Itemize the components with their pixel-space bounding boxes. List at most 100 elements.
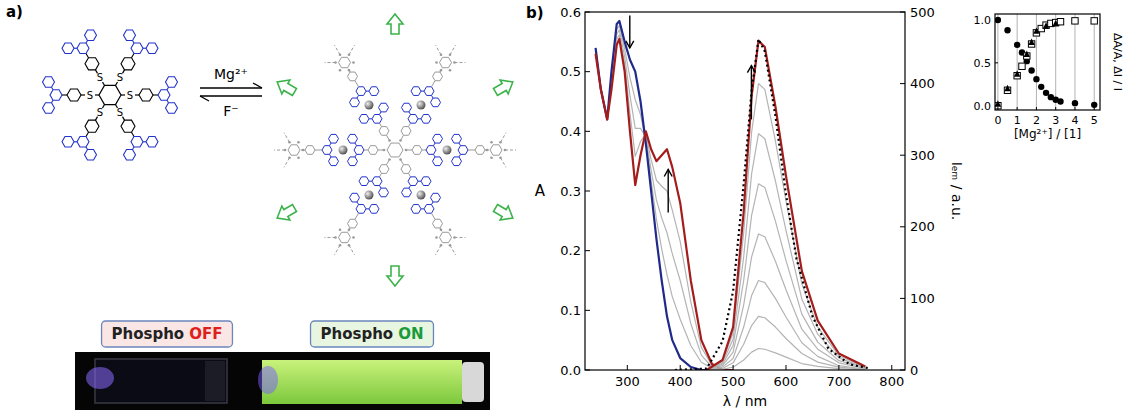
bond [355,143,357,146]
ring [50,90,62,100]
bond [432,202,434,205]
ring [354,146,364,155]
ring [379,103,389,112]
data-point [995,100,1001,106]
data-point [1038,84,1044,90]
bond [133,40,135,43]
ring [369,205,379,214]
bond [167,87,169,90]
bond [52,100,54,103]
bond [369,118,372,119]
label-box [311,321,434,347]
data-point [1052,20,1058,26]
ring [158,90,170,100]
ring [431,98,441,107]
spectrum-line [707,41,866,370]
spectrum-line [707,84,866,370]
sulfur-dot [440,69,443,72]
y2-tick-label: 400 [910,76,935,91]
ring [379,165,389,174]
bond [330,154,332,157]
y-tick [995,20,998,21]
plot-background [585,12,905,370]
ring [99,85,121,104]
x-tick-label: 4 [1071,114,1078,127]
x-tick-label: 700 [826,374,851,389]
state-word: Phospho [321,325,394,343]
ring [369,87,379,96]
ring [440,57,452,67]
link [380,173,382,176]
link [422,150,426,151]
ring [67,89,81,101]
link [406,150,412,151]
y-tick-label: 0.1 [560,303,581,318]
x-tick-label: 600 [774,374,799,389]
ring [62,137,74,147]
ring [166,103,178,113]
bond [167,100,169,103]
ring [408,177,418,186]
atom-label: S [97,107,103,118]
spectrum-line [596,26,734,370]
metal-ion [339,146,348,155]
ring [348,72,358,81]
ring [411,205,421,214]
x-tick [997,107,998,110]
reagent-label: Mg²⁺ [214,66,248,82]
grid-line [1074,14,1075,110]
y2-tick-label: 500 [910,5,935,20]
ring [62,43,74,53]
ring [424,205,434,214]
bond [357,95,359,98]
data-point [1043,90,1049,96]
sulfur-dot [490,157,493,160]
ring [401,165,411,174]
x-tick-label: 1 [1014,114,1021,127]
y-tick-label: 0.5 [974,57,992,70]
spectra-chart: 3004005006007008000.00.10.20.30.40.50.60… [535,5,965,409]
arrow-head [253,83,262,88]
x-tick [680,365,681,370]
bond [434,143,436,146]
bond [330,143,332,146]
bond [95,94,99,95]
x-tick [838,365,839,370]
y2-tick [900,155,905,156]
bond [459,154,461,157]
uv-glow [86,367,114,389]
stub [455,237,466,238]
x-tick-label: 5 [1091,114,1098,127]
trend-arrow-head [626,41,634,48]
bond [421,91,424,92]
atom-label: S [97,72,103,83]
data-point [1072,18,1078,24]
ring [348,134,358,143]
stub [284,133,290,143]
ring [305,146,315,155]
growth-arrow [492,201,517,225]
sulfur-dot [486,149,489,152]
photo: PhosphoOFFPhosphoON [75,321,490,410]
y2-axis-title: Iₑₘ / a.u. [949,162,965,221]
state-text: PhosphoON [321,325,424,343]
ring [85,120,99,132]
ring [372,177,382,186]
x-axis-title: [Mg²⁺] / [1] [1014,127,1081,141]
bond [432,95,434,98]
bond [143,48,146,49]
data-marks [596,21,871,370]
bond [357,202,359,205]
photo-background [75,352,490,410]
ring [379,127,389,136]
metal-ion [417,101,426,110]
ring [372,114,382,123]
ring [356,205,366,214]
data-point [1057,98,1063,104]
data-point [1014,70,1020,76]
ring [166,77,178,87]
y2-tick-label: 200 [910,219,935,234]
ring [43,103,55,113]
sulfur-dot [490,141,493,144]
link [432,213,436,219]
